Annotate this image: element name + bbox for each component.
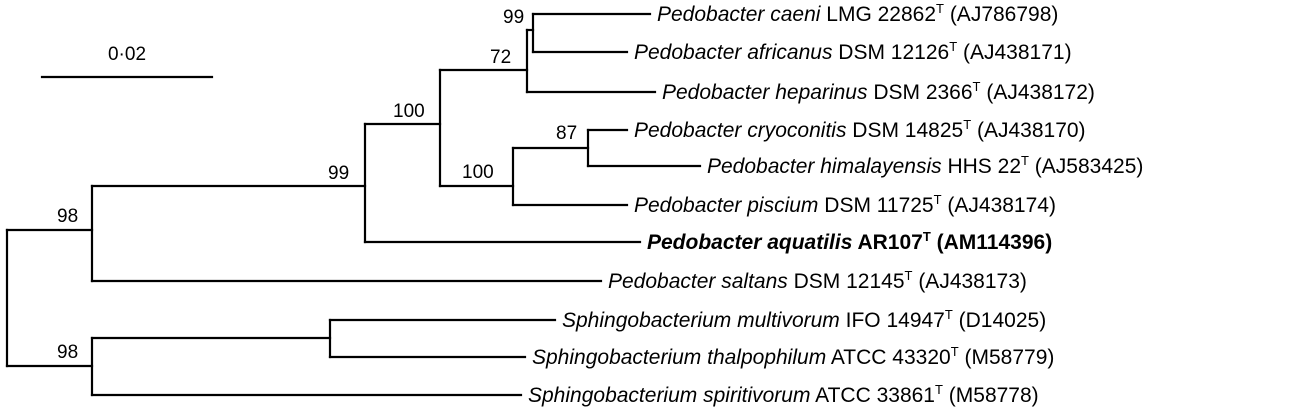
taxon-name: Pedobacter himalayensis — [707, 155, 942, 178]
bootstrap-values: 99 72 100 87 100 99 98 98 — [57, 7, 577, 363]
taxon-name: Sphingobacterium multivorum — [562, 309, 840, 332]
taxon-name: Pedobacter aquatilis — [647, 231, 852, 254]
taxon-strain: IFO 14947 — [840, 309, 945, 332]
taxon-label: Sphingobacterium spiritivorum ATCC 33861… — [528, 382, 1039, 407]
taxon-label: Pedobacter himalayensis HHS 22T (AJ58342… — [707, 153, 1143, 178]
type-strain-marker: T — [934, 192, 942, 207]
bootstrap-value: 87 — [556, 123, 577, 144]
type-strain-marker: T — [935, 382, 943, 397]
taxon-label: Pedobacter saltans DSM 12145T (AJ438173) — [608, 268, 1027, 293]
type-strain-marker: T — [936, 1, 944, 16]
taxon-name: Pedobacter africanus — [634, 41, 833, 64]
bootstrap-value: 98 — [57, 342, 78, 363]
taxon-strain: DSM 2366 — [867, 81, 972, 104]
tree-branches — [5, 12, 702, 397]
bootstrap-value: 99 — [503, 7, 524, 28]
taxon-label: Pedobacter heparinus DSM 2366T (AJ438172… — [662, 79, 1095, 104]
taxon-strain: DSM 14825 — [846, 119, 963, 142]
taxon-strain: ATCC 33861 — [810, 384, 935, 407]
taxon-name: Pedobacter caeni — [657, 3, 822, 26]
taxon-name: Sphingobacterium thalpophilum — [532, 346, 826, 369]
taxon-strain: LMG 22862 — [820, 3, 936, 26]
bootstrap-value: 72 — [490, 47, 511, 68]
type-strain-marker: T — [945, 307, 953, 322]
taxon-accession: (AJ438172) — [981, 81, 1095, 104]
taxon-label: Sphingobacterium thalpophilum ATCC 43320… — [532, 344, 1054, 369]
taxon-accession: (M58779) — [959, 346, 1055, 369]
scale-bar-label: 0·02 — [108, 44, 146, 65]
taxon-name: Pedobacter cryoconitis — [634, 119, 847, 142]
taxon-label: Pedobacter africanus DSM 12126T (AJ43817… — [634, 39, 1072, 64]
taxon-strain: DSM 12145 — [788, 270, 905, 293]
scale-bar: 0·02 — [40, 44, 214, 79]
type-strain-marker: T — [905, 268, 913, 283]
taxon-label: Pedobacter caeni LMG 22862T (AJ786798) — [657, 1, 1058, 26]
taxon-strain: AR107 — [852, 231, 922, 254]
taxon-accession: (D14025) — [953, 309, 1046, 332]
type-strain-marker: T — [973, 79, 981, 94]
taxon-accession: (AM114396) — [931, 231, 1052, 254]
bootstrap-value: 100 — [462, 162, 494, 183]
type-strain-marker: T — [949, 39, 957, 54]
taxon-label: Pedobacter cryoconitis DSM 14825T (AJ438… — [634, 117, 1086, 142]
taxon-accession: (AJ438171) — [957, 41, 1071, 64]
taxon-label-highlighted: Pedobacter aquatilis AR107T (AM114396) — [647, 229, 1052, 254]
taxon-accession: (AJ438173) — [912, 270, 1026, 293]
taxon-strain: DSM 11725 — [818, 194, 933, 217]
taxon-name: Sphingobacterium spiritivorum — [528, 384, 810, 407]
type-strain-marker: T — [1021, 153, 1029, 168]
taxon-name: Pedobacter piscium — [634, 194, 818, 217]
taxon-strain: ATCC 43320 — [826, 346, 951, 369]
taxon-accession: (M58778) — [943, 384, 1039, 407]
bootstrap-value: 98 — [57, 206, 78, 227]
taxon-accession: (AJ786798) — [944, 3, 1058, 26]
taxon-name: Pedobacter heparinus — [662, 81, 868, 104]
taxon-accession: (AJ438174) — [942, 194, 1056, 217]
type-strain-marker: T — [923, 229, 931, 244]
type-strain-marker: T — [951, 344, 959, 359]
taxon-labels: Pedobacter caeni LMG 22862T (AJ786798) P… — [528, 1, 1143, 407]
taxon-label: Pedobacter piscium DSM 11725T (AJ438174) — [634, 192, 1056, 217]
bootstrap-value: 100 — [393, 101, 425, 122]
taxon-accession: (AJ438170) — [971, 119, 1085, 142]
taxon-accession: (AJ583425) — [1029, 155, 1143, 178]
taxon-strain: HHS 22 — [942, 155, 1021, 178]
type-strain-marker: T — [963, 117, 971, 132]
taxon-strain: DSM 12126 — [832, 41, 949, 64]
taxon-label: Sphingobacterium multivorum IFO 14947T (… — [562, 307, 1046, 332]
taxon-name: Pedobacter saltans — [608, 270, 788, 293]
bootstrap-value: 99 — [328, 163, 349, 184]
